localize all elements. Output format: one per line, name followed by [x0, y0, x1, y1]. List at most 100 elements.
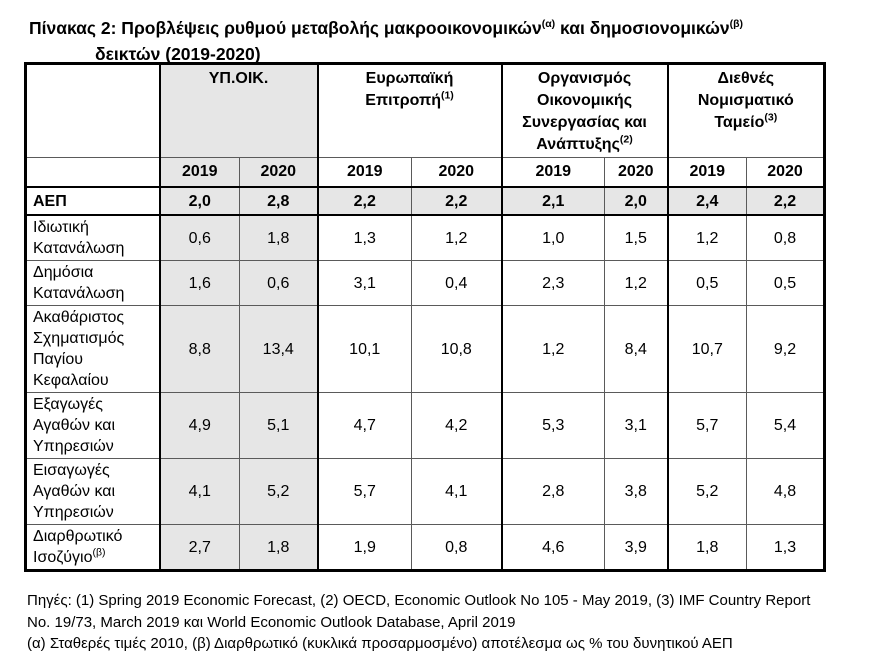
value-cell-r6-c2: 1,9 — [316, 524, 412, 571]
year-header-6: 2019 — [666, 157, 748, 188]
value-cell-r0-c4: 2,1 — [500, 186, 606, 216]
value-cell-r6-c1: 1,8 — [239, 524, 318, 571]
row-label-5: Εισαγωγές Αγαθών και Υπηρεσιών — [25, 458, 160, 525]
group-header-3: Διεθνές Νομισματικό Ταμείο(3) — [666, 63, 826, 158]
row-label-3: Ακαθάριστος Σχηματισμός Παγίου Κεφαλαίου — [25, 305, 160, 393]
corner-cell — [25, 63, 160, 158]
value-cell-r2-c1: 0,6 — [239, 260, 318, 306]
title-text-1: Πίνακας 2: Προβλέψεις ρυθμού μεταβολής μ… — [29, 18, 542, 38]
year-header-5: 2020 — [604, 157, 669, 188]
value-cell-r5-c3: 4,1 — [410, 458, 503, 525]
value-cell-r5-c4: 2,8 — [500, 458, 606, 525]
value-cell-r4-c0: 4,9 — [158, 392, 240, 459]
value-cell-r5-c1: 5,2 — [239, 458, 318, 525]
value-cell-r1-c3: 1,2 — [410, 214, 503, 261]
value-cell-r4-c3: 4,2 — [410, 392, 503, 459]
group-header-0: ΥΠ.ΟΙΚ. — [158, 63, 318, 158]
year-header-4: 2019 — [500, 157, 606, 188]
value-cell-r2-c5: 1,2 — [604, 260, 669, 306]
value-cell-r4-c6: 5,7 — [666, 392, 748, 459]
value-cell-r0-c3: 2,2 — [410, 186, 503, 216]
table-row-6: Διαρθρωτικό Ισοζύγιο(β) 2,7 1,8 1,9 0,8 4,6 3,… — [25, 524, 826, 571]
value-cell-r1-c2: 1,3 — [316, 214, 412, 261]
forecast-table: ΥΠ.ΟΙΚ. Ευρωπαϊκή Επιτροπή(1) Οργανισμός Ο… — [24, 62, 827, 572]
value-cell-r5-c6: 5,2 — [666, 458, 748, 525]
value-cell-r5-c0: 4,1 — [158, 458, 240, 525]
value-cell-r1-c0: 0,6 — [158, 214, 240, 261]
title-text-2: και δημοσιονομικών — [555, 18, 730, 38]
value-cell-r2-c4: 2,3 — [500, 260, 606, 306]
value-cell-r6-c5: 3,9 — [604, 524, 669, 571]
value-cell-r2-c2: 3,1 — [316, 260, 412, 306]
row-label-0: ΑΕΠ — [25, 186, 160, 216]
table-row-2: Δημόσια Κατανάλωση 1,6 0,6 3,1 0,4 2,3 1,2 0,5 0… — [25, 260, 826, 306]
group-header-1: Ευρωπαϊκή Επιτροπή(1) — [316, 63, 503, 158]
value-cell-r1-c5: 1,5 — [604, 214, 669, 261]
footnotes: Πηγές: (1) Spring 2019 Economic Forecast… — [27, 590, 862, 655]
row-label-6: Διαρθρωτικό Ισοζύγιο(β) — [25, 524, 160, 571]
value-cell-r6-c0: 2,7 — [158, 524, 240, 571]
value-cell-r3-c5: 8,4 — [604, 305, 669, 393]
value-cell-r5-c2: 5,7 — [316, 458, 412, 525]
value-cell-r1-c6: 1,2 — [666, 214, 748, 261]
value-cell-r0-c0: 2,0 — [158, 186, 240, 216]
table-title-line1: Πίνακας 2: Προβλέψεις ρυθμού μεταβολής μ… — [29, 15, 743, 41]
value-cell-r0-c6: 2,4 — [666, 186, 748, 216]
value-cell-r3-c1: 13,4 — [239, 305, 318, 393]
table-title: Πίνακας 2: Προβλέψεις ρυθμού μεταβολής μ… — [29, 15, 743, 67]
value-cell-r3-c3: 10,8 — [410, 305, 503, 393]
group-footnote-ref-3: (3) — [764, 111, 778, 124]
group-header-2: Οργανισμός Οικονομικής Συνεργασίας και Α… — [500, 63, 669, 158]
value-cell-r4-c7: 5,4 — [746, 392, 826, 459]
value-cell-r6-c4: 4,6 — [500, 524, 606, 571]
value-cell-r3-c0: 8,8 — [158, 305, 240, 393]
row-label-4: Εξαγωγές Αγαθών και Υπηρεσιών — [25, 392, 160, 459]
value-cell-r1-c7: 0,8 — [746, 214, 826, 261]
value-cell-r2-c3: 0,4 — [410, 260, 503, 306]
year-header-row: 2019 2020 2019 2020 2019 2020 2019 2020 — [25, 157, 826, 188]
value-cell-r4-c4: 5,3 — [500, 392, 606, 459]
value-cell-r3-c6: 10,7 — [666, 305, 748, 393]
table-container: ΥΠ.ΟΙΚ. Ευρωπαϊκή Επιτροπή(1) Οργανισμός Ο… — [24, 62, 827, 572]
value-cell-r3-c2: 10,1 — [316, 305, 412, 393]
value-cell-r2-c7: 0,5 — [746, 260, 826, 306]
value-cell-r6-c3: 0,8 — [410, 524, 503, 571]
value-cell-r4-c2: 4,7 — [316, 392, 412, 459]
row-footnote-ref-6: (β) — [92, 546, 106, 559]
row-label-2: Δημόσια Κατανάλωση — [25, 260, 160, 306]
value-cell-r5-c7: 4,8 — [746, 458, 826, 525]
year-header-2: 2019 — [316, 157, 412, 188]
value-cell-r6-c7: 1,3 — [746, 524, 826, 571]
value-cell-r4-c1: 5,1 — [239, 392, 318, 459]
group-footnote-ref-2: (2) — [619, 133, 633, 146]
value-cell-r0-c2: 2,2 — [316, 186, 412, 216]
value-cell-r0-c5: 2,0 — [604, 186, 669, 216]
table-row-5: Εισαγωγές Αγαθών και Υπηρεσιών 4,1 5,2 5,7 4… — [25, 458, 826, 525]
table-row-3: Ακαθάριστος Σχηματισμός Παγίου Κεφαλαίου… — [25, 305, 826, 393]
value-cell-r3-c7: 9,2 — [746, 305, 826, 393]
year-header-1: 2020 — [239, 157, 318, 188]
table-title-line2: δεικτών (2019-2020) — [95, 44, 261, 64]
row-label-1: Ιδιωτική Κατανάλωση — [25, 214, 160, 261]
value-cell-r2-c6: 0,5 — [666, 260, 748, 306]
year-header-3: 2020 — [410, 157, 503, 188]
value-cell-r1-c4: 1,0 — [500, 214, 606, 261]
year-header-0: 2019 — [158, 157, 240, 188]
group-footnote-ref-1: (1) — [440, 89, 454, 102]
value-cell-r4-c5: 3,1 — [604, 392, 669, 459]
value-cell-r3-c4: 1,2 — [500, 305, 606, 393]
year-header-7: 2020 — [746, 157, 826, 188]
org-header-row: ΥΠ.ΟΙΚ. Ευρωπαϊκή Επιτροπή(1) Οργανισμός Ο… — [25, 63, 826, 158]
value-cell-r0-c7: 2,2 — [746, 186, 826, 216]
table-row-1: Ιδιωτική Κατανάλωση 0,6 1,8 1,3 1,2 1,0 1,5 1,2… — [25, 214, 826, 261]
title-footnote-ref-a: (α) — [541, 18, 556, 31]
value-cell-r2-c0: 1,6 — [158, 260, 240, 306]
value-cell-r0-c1: 2,8 — [239, 186, 318, 216]
value-cell-r6-c6: 1,8 — [666, 524, 748, 571]
corner-cell-2 — [25, 157, 160, 188]
value-cell-r5-c5: 3,8 — [604, 458, 669, 525]
footnote-line-3: (α) Σταθερές τιμές 2010, (β) Διαρθρωτικό… — [27, 635, 733, 652]
table-row-4: Εξαγωγές Αγαθών και Υπηρεσιών 4,9 5,1 4,7 4,… — [25, 392, 826, 459]
table-row-0: ΑΕΠ 2,0 2,8 2,2 2,2 2,1 2,0 2,4 2,2 — [25, 186, 826, 216]
